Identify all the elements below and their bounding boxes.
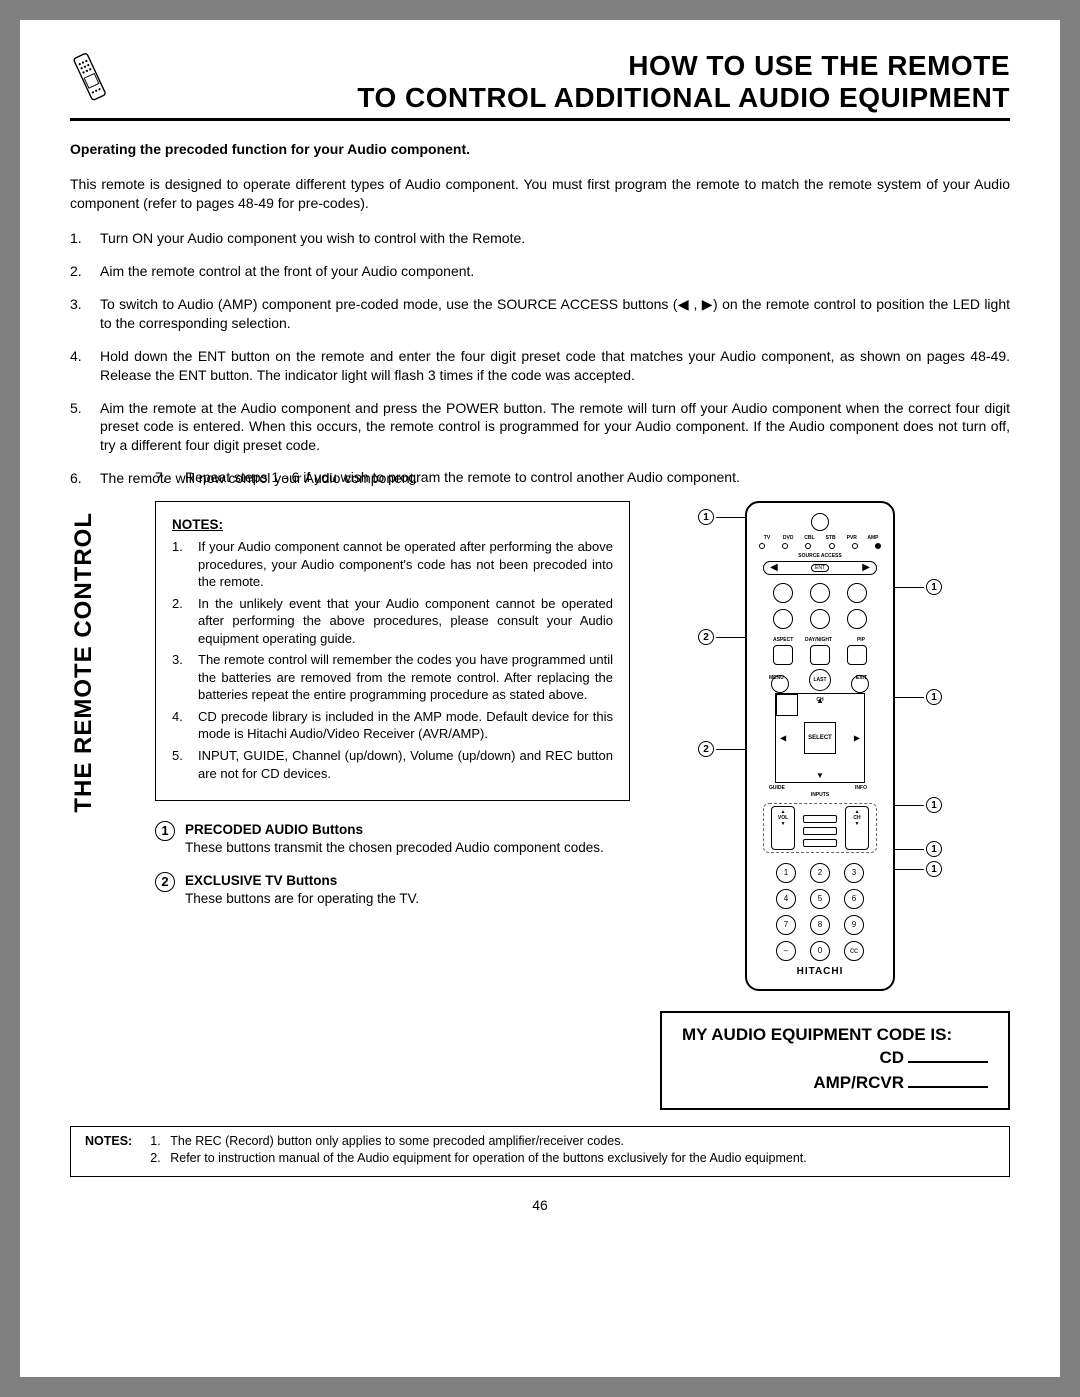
remote-diagram: 1 2 2 1 1 1 1 1 TVDVDCBLSTBPVRAMP: [720, 501, 920, 991]
title-line-1: HOW TO USE THE REMOTE: [130, 50, 1010, 82]
source-access-label: SOURCE ACCESS: [798, 553, 841, 559]
code-box-title: MY AUDIO EQUIPMENT CODE IS:: [682, 1025, 988, 1045]
note-3: The remote control will remember the cod…: [172, 651, 613, 704]
page-number: 46: [70, 1197, 1010, 1213]
note-5: INPUT, GUIDE, Channel (up/down), Volume …: [172, 747, 613, 782]
code-box: MY AUDIO EQUIPMENT CODE IS: CD AMP/RCVR: [660, 1011, 1010, 1110]
callout-1: 1 PRECODED AUDIO Buttons These buttons t…: [155, 821, 630, 857]
number-pad: 123 456 789 –0cc: [775, 863, 865, 961]
callout-1-title: PRECODED AUDIO Buttons: [185, 822, 363, 837]
title-line-2: TO CONTROL ADDITIONAL AUDIO EQUIPMENT: [130, 82, 1010, 114]
notes-box: NOTES: If your Audio component cannot be…: [155, 501, 630, 801]
main-steps: Turn ON your Audio component you wish to…: [70, 229, 1010, 488]
footer-notes-label: NOTES:: [85, 1133, 132, 1168]
footer-notes: NOTES: The REC (Record) button only appl…: [70, 1127, 1010, 1177]
step-2: Aim the remote control at the front of y…: [70, 262, 1010, 281]
notes-title: NOTES:: [172, 517, 223, 532]
step-1: Turn ON your Audio component you wish to…: [70, 229, 1010, 248]
step-5: Aim the remote at the Audio component an…: [70, 399, 1010, 456]
source-access-pill: ◀ENT▶: [763, 561, 877, 575]
callout-2-title: EXCLUSIVE TV Buttons: [185, 873, 337, 888]
transport-row-1: [771, 583, 869, 629]
remote-icon: [70, 50, 110, 105]
header: HOW TO USE THE REMOTE TO CONTROL ADDITIO…: [70, 50, 1010, 121]
callout-1-desc: These buttons transmit the chosen precod…: [185, 840, 604, 855]
code-amp-label: AMP/RCVR: [813, 1073, 904, 1092]
brand-label: HITACHI: [747, 966, 893, 977]
code-cd-label: CD: [879, 1048, 904, 1067]
step-3: To switch to Audio (AMP) component pre-c…: [70, 295, 1010, 333]
note-1: If your Audio component cannot be operat…: [172, 538, 613, 591]
intro-paragraph: This remote is designed to operate diffe…: [70, 175, 1010, 213]
section-subhead: Operating the precoded function for your…: [70, 141, 1010, 157]
callout-1-num: 1: [155, 821, 175, 841]
channel-rocker: ▲CH▼: [845, 806, 869, 850]
step-7: Repeat steps 1 - 6 if you wish to progra…: [155, 468, 1010, 487]
side-tab: THE REMOTE CONTROL: [70, 512, 98, 813]
callout-2-desc: These buttons are for operating the TV.: [185, 891, 419, 906]
note-4: CD precode library is included in the AM…: [172, 708, 613, 743]
dpad: SELECT ▲ ▼ ◀ ▶: [775, 693, 865, 783]
callout-2-num: 2: [155, 872, 175, 892]
power-button-icon: [811, 513, 829, 531]
footer-note-1: The REC (Record) button only applies to …: [150, 1133, 807, 1151]
volume-rocker: ▲VOL▼: [771, 806, 795, 850]
note-2: In the unlikely event that your Audio co…: [172, 595, 613, 648]
callout-2: 2 EXCLUSIVE TV Buttons These buttons are…: [155, 872, 630, 908]
mode-labels: TVDVDCBLSTBPVRAMP: [759, 535, 881, 541]
aspect-row: [771, 645, 869, 665]
page: HOW TO USE THE REMOTE TO CONTROL ADDITIO…: [20, 20, 1060, 1377]
step-4: Hold down the ENT button on the remote a…: [70, 347, 1010, 385]
footer-note-2: Refer to instruction manual of the Audio…: [150, 1150, 807, 1168]
